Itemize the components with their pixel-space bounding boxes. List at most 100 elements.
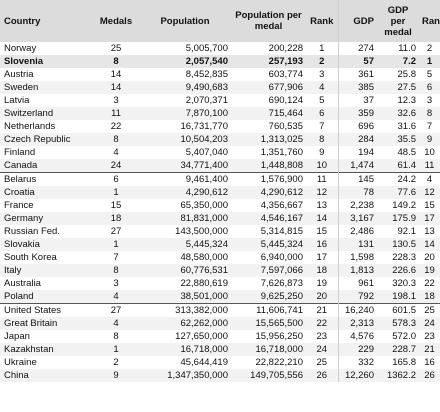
cell-population: 7,870,100 <box>139 107 231 120</box>
cell-gdp: 37 <box>337 94 377 107</box>
table-row: Great Britain 4 62,262,000 15,565,500 22 2,31… <box>0 317 440 330</box>
cell-gdp-per-medal: 31.6 <box>397 121 417 132</box>
table-body: Norway 25 5,005,700 200,228 1 274 11.0 2 Sloveni… <box>0 42 440 382</box>
cell-population: 9,461,400 <box>139 172 231 186</box>
cell-rank-gdp: 9 <box>419 133 440 146</box>
cell-gdp: 4,576 <box>337 330 377 343</box>
cell-rank-gdp: 21 <box>419 343 440 356</box>
cell-country: South Korea <box>4 252 57 263</box>
cell-pop-per-medal: 1,313,025 <box>231 133 306 146</box>
cell-population: 60,776,531 <box>139 264 231 277</box>
col-header-medals: Medals <box>93 0 139 42</box>
cell-population: 16,731,770 <box>180 121 228 132</box>
cell-rank-gdp: 24 <box>419 317 440 330</box>
cell-rank: 18 <box>306 264 338 277</box>
cell-pop-per-medal: 22,822,210 <box>255 357 303 368</box>
cell-rank: 3 <box>319 69 325 80</box>
cell-rank: 5 <box>319 95 325 106</box>
col-header-population: Population <box>139 0 231 42</box>
cell-rank-gdp: 8 <box>419 107 440 120</box>
cell-pop-per-medal: 715,464 <box>231 107 306 120</box>
cell-gdp: 16,240 <box>337 303 377 317</box>
cell-country: Norway <box>4 43 37 54</box>
table-row: Slovenia 8 2,057,540 257,193 2 57 7.2 1 <box>0 55 440 68</box>
cell-population: 34,771,400 <box>139 159 231 173</box>
cell-population: 65,350,000 <box>180 200 228 211</box>
cell-medals: 1 <box>93 186 139 199</box>
cell-pop-per-medal: 257,193 <box>231 55 306 68</box>
cell-pop-per-medal: 1,576,900 <box>231 172 306 186</box>
cell-medals: 11 <box>93 107 139 120</box>
cell-gdp-per-medal: 24.2 <box>377 172 419 186</box>
cell-country: Japan <box>4 331 30 342</box>
cell-medals: 1 <box>93 238 139 251</box>
cell-rank: 2 <box>306 55 338 68</box>
cell-gdp: 78 <box>337 186 377 199</box>
cell-rank-gdp: 22 <box>424 278 435 289</box>
cell-rank-gdp: 3 <box>426 95 433 106</box>
cell-gdp: 2,313 <box>337 317 377 330</box>
cell-country: Kazakhstan <box>0 343 93 356</box>
cell-medals: 24 <box>93 159 139 173</box>
cell-country: Poland <box>0 290 93 304</box>
cell-country: China <box>0 369 93 382</box>
cell-pop-per-medal: 1,448,808 <box>231 159 306 173</box>
cell-country: Latvia <box>4 95 30 106</box>
cell-rank: 16 <box>306 238 338 251</box>
table-row: Norway 25 5,005,700 200,228 1 274 11.0 2 <box>0 42 440 55</box>
cell-rank-gdp: 4 <box>419 172 440 186</box>
cell-rank-gdp: 16 <box>424 357 435 368</box>
cell-rank: 23 <box>316 331 328 342</box>
cell-rank-gdp: 14 <box>419 238 440 251</box>
cell-pop-per-medal: 15,565,500 <box>231 317 306 330</box>
cell-gdp: 359 <box>337 107 377 120</box>
table-row: China 9 1,347,350,000 149,705,556 26 12,260 13… <box>0 369 440 382</box>
cell-population: 9,490,683 <box>139 81 231 94</box>
cell-medals: 7 <box>113 252 119 263</box>
table-row: Germany 18 81,831,000 4,546,167 14 3,167 175.9… <box>0 212 440 225</box>
cell-rank: 12 <box>306 186 338 199</box>
cell-rank-gdp: 2 <box>426 43 433 54</box>
cell-rank: 1 <box>319 43 325 54</box>
cell-medals: 8 <box>113 331 119 342</box>
cell-rank: 9 <box>319 147 325 158</box>
cell-gdp: 1,598 <box>337 251 377 264</box>
cell-medals: 8 <box>93 55 139 68</box>
table-row: Japan 8 127,650,000 15,956,250 23 4,576 572.0 2… <box>0 330 440 343</box>
cell-country: Italy <box>0 264 93 277</box>
cell-rank-gdp: 17 <box>419 212 440 225</box>
cell-gdp: 229 <box>337 343 377 356</box>
table-row: Kazakhstan 1 16,718,000 16,718,000 24 229 228.… <box>0 343 440 356</box>
cell-gdp: 696 <box>337 120 377 133</box>
cell-rank-gdp: 13 <box>424 226 435 237</box>
cell-gdp-per-medal: 1362.2 <box>377 369 419 382</box>
cell-population: 4,290,612 <box>139 186 231 199</box>
cell-rank: 6 <box>306 107 338 120</box>
cell-gdp: 57 <box>337 55 377 68</box>
cell-gdp-per-medal: 12.3 <box>397 95 417 106</box>
cell-rank-gdp: 15 <box>424 200 435 211</box>
cell-pop-per-medal: 7,597,066 <box>231 264 306 277</box>
table-row: Switzerland 11 7,870,100 715,464 6 359 32.6 8 <box>0 107 440 120</box>
cell-medals: 4 <box>93 290 139 304</box>
col-header-gdp: GDP <box>337 0 377 42</box>
cell-population: 2,070,371 <box>185 95 228 106</box>
cell-country: Australia <box>4 278 41 289</box>
cell-medals: 27 <box>110 226 122 237</box>
cell-gdp-per-medal: 7.2 <box>377 55 419 68</box>
cell-country: Switzerland <box>0 107 93 120</box>
cell-gdp: 284 <box>337 133 377 146</box>
cell-pop-per-medal: 5,445,324 <box>231 238 306 251</box>
cell-medals: 8 <box>93 264 139 277</box>
cell-pop-per-medal: 760,535 <box>268 121 303 132</box>
table-row: United States 27 313,382,000 11,606,741 21 16… <box>0 303 440 317</box>
cell-population: 2,057,540 <box>139 55 231 68</box>
cell-rank: 24 <box>306 343 338 356</box>
cell-medals: 6 <box>93 172 139 186</box>
cell-rank: 10 <box>306 159 338 173</box>
cell-country: United States <box>0 303 93 317</box>
table-header: Country Medals Population Population per… <box>0 0 440 42</box>
table-row: France 15 65,350,000 4,356,667 13 2,238 149.2 1… <box>0 199 440 212</box>
table-row: Ukraine 2 45,644,419 22,822,210 25 332 165.8 16 <box>0 356 440 369</box>
cell-gdp: 2,486 <box>337 225 377 238</box>
